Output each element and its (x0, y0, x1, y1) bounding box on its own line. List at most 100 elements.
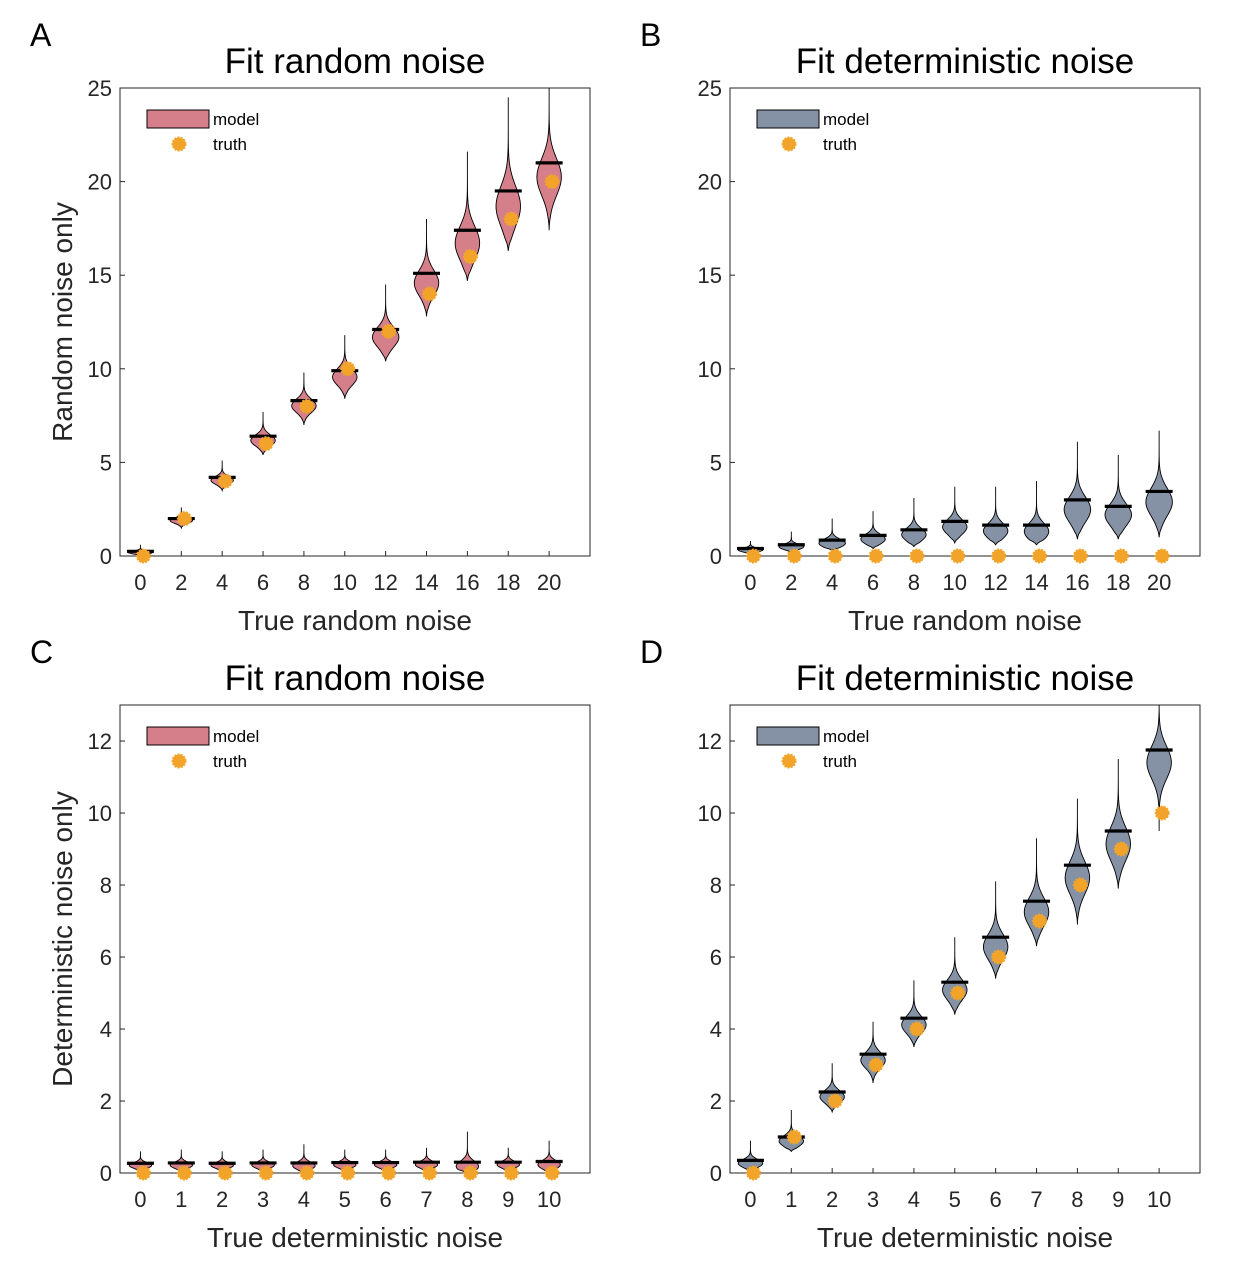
x-tick-label: 8 (908, 570, 920, 595)
y-tick-label: 5 (710, 450, 722, 475)
truth-marker (217, 473, 233, 489)
legend-model-label: model (213, 727, 259, 746)
truth-marker (868, 1057, 884, 1073)
truth-marker (422, 1165, 438, 1181)
x-tick-label: 18 (1106, 570, 1130, 595)
truth-marker (299, 398, 315, 414)
violin (1063, 441, 1092, 540)
truth-marker (258, 1165, 274, 1181)
x-tick-label: 6 (990, 1187, 1002, 1212)
truth-marker (135, 548, 151, 564)
y-axis-label: Deterministic noise only (47, 791, 78, 1087)
legend-truth-label: truth (823, 752, 857, 771)
truth-marker (381, 1165, 397, 1181)
truth-marker (340, 1165, 356, 1181)
panel-title: Fit deterministic noise (796, 659, 1134, 698)
y-tick-label: 0 (710, 544, 722, 569)
x-tick-label: 1 (175, 1187, 187, 1212)
y-tick-label: 15 (88, 263, 112, 288)
truth-marker (868, 548, 884, 564)
y-axis-label: Random noise only (47, 202, 78, 442)
y-tick-label: 10 (88, 801, 112, 826)
truth-marker (176, 511, 192, 527)
y-tick-label: 8 (100, 873, 112, 898)
panel-title: Fit deterministic noise (796, 42, 1134, 81)
truth-marker (991, 548, 1007, 564)
x-tick-label: 9 (1112, 1187, 1124, 1212)
truth-marker (544, 1165, 560, 1181)
x-tick-label: 2 (826, 1187, 838, 1212)
x-tick-label: 4 (826, 570, 838, 595)
y-tick-label: 6 (100, 945, 112, 970)
truth-marker (422, 286, 438, 302)
violin (1104, 454, 1132, 540)
y-tick-label: 25 (88, 76, 112, 101)
violin (942, 486, 968, 545)
truth-marker (950, 548, 966, 564)
y-tick-label: 10 (698, 357, 722, 382)
x-tick-label: 1 (785, 1187, 797, 1212)
x-tick-label: 10 (537, 1187, 561, 1212)
legend-truth-label: truth (823, 135, 857, 154)
truth-marker (544, 174, 560, 190)
x-tick-label: 0 (134, 1187, 146, 1212)
truth-marker (786, 1129, 802, 1145)
x-tick-label: 7 (1030, 1187, 1042, 1212)
y-tick-label: 0 (710, 1161, 722, 1186)
x-tick-label: 10 (943, 570, 967, 595)
violin (371, 284, 400, 362)
violin (454, 151, 481, 281)
truth-marker (991, 949, 1007, 965)
truth-marker (1032, 913, 1048, 929)
y-tick-label: 8 (710, 873, 722, 898)
truth-marker (299, 1165, 315, 1181)
legend-model-swatch (146, 109, 210, 129)
x-axis-label: True random noise (848, 605, 1082, 636)
y-tick-label: 12 (88, 729, 112, 754)
x-tick-label: 2 (785, 570, 797, 595)
legend-truth-label: truth (213, 752, 247, 771)
x-tick-label: 0 (744, 570, 756, 595)
truth-marker (217, 1165, 233, 1181)
truth-marker (827, 548, 843, 564)
truth-marker (176, 1165, 192, 1181)
truth-marker (1154, 805, 1170, 821)
x-tick-label: 12 (983, 570, 1007, 595)
x-tick-label: 8 (1071, 1187, 1083, 1212)
y-tick-label: 25 (698, 76, 722, 101)
y-tick-label: 2 (100, 1089, 112, 1114)
x-tick-label: 12 (373, 570, 397, 595)
panel-letter: A (30, 17, 52, 53)
panel-title: Fit random noise (225, 659, 486, 698)
legend-truth-marker (781, 136, 797, 152)
truth-marker (1113, 841, 1129, 857)
y-tick-label: 12 (698, 729, 722, 754)
x-tick-label: 18 (496, 570, 520, 595)
y-tick-label: 5 (100, 450, 112, 475)
y-tick-label: 10 (698, 801, 722, 826)
truth-marker (340, 361, 356, 377)
x-tick-label: 9 (502, 1187, 514, 1212)
y-tick-label: 6 (710, 945, 722, 970)
truth-marker (135, 1165, 151, 1181)
legend-model-swatch (756, 726, 820, 746)
violin (1064, 798, 1091, 925)
legend-truth-marker (171, 136, 187, 152)
x-axis-label: True random noise (238, 605, 472, 636)
x-tick-label: 16 (1065, 570, 1089, 595)
truth-marker (462, 248, 478, 264)
x-tick-label: 10 (1147, 1187, 1171, 1212)
x-tick-label: 3 (257, 1187, 269, 1212)
x-tick-label: 6 (257, 570, 269, 595)
panel-a: A Fit random noise 0 5 10 15 20 25 0 2 4 6 8 10 12 14 16… (30, 17, 591, 636)
panel-title: Fit random noise (225, 42, 486, 81)
y-tick-label: 20 (698, 170, 722, 195)
y-tick-label: 2 (710, 1089, 722, 1114)
legend: model truth (146, 109, 259, 154)
legend: model truth (756, 109, 869, 154)
x-tick-label: 20 (537, 570, 561, 595)
x-tick-label: 0 (134, 570, 146, 595)
